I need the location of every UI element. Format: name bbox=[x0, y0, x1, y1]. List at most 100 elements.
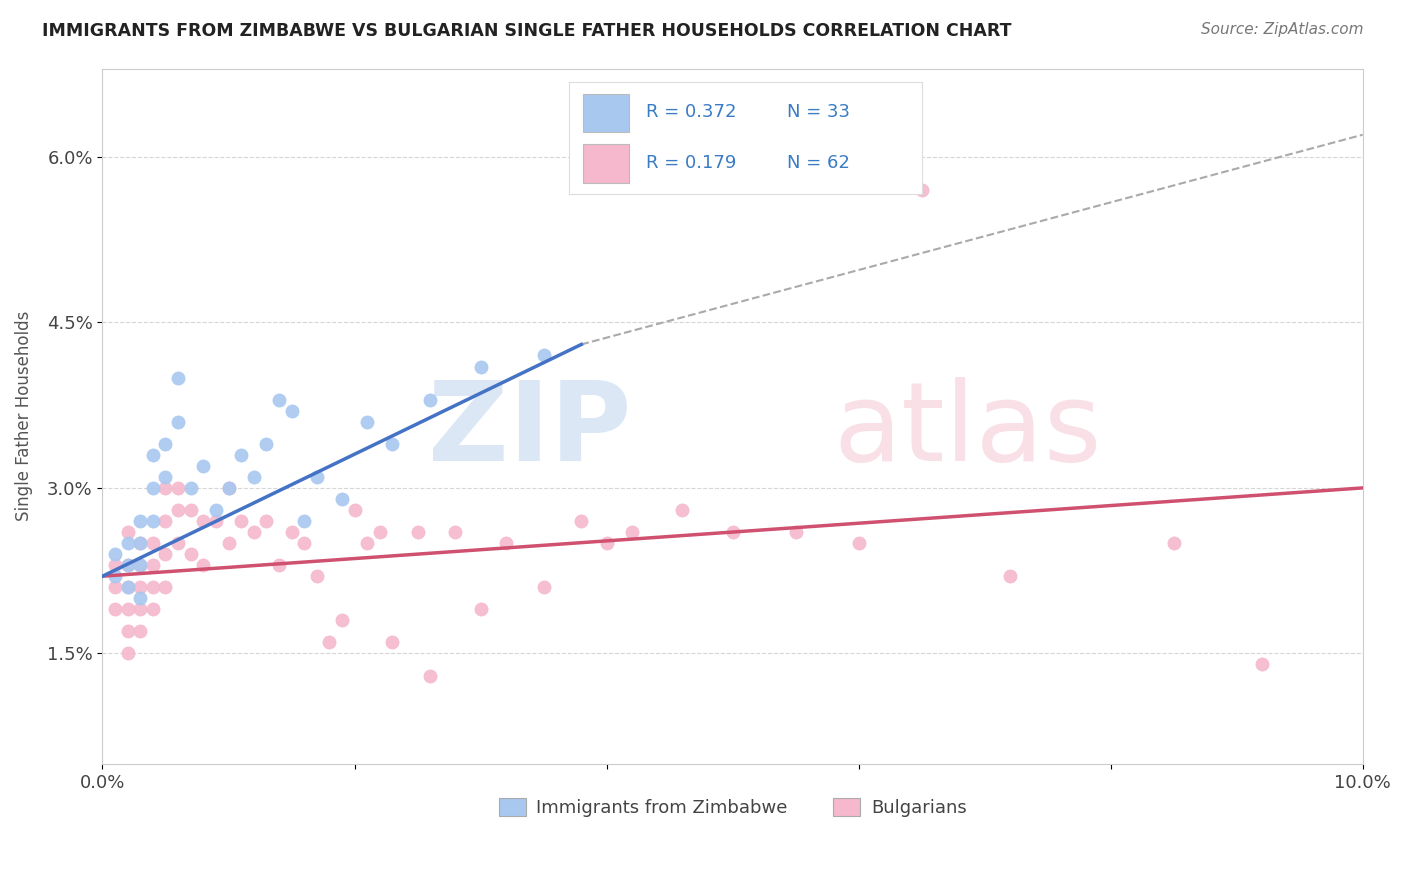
Point bbox=[155, 514, 177, 528]
Text: Source: ZipAtlas.com: Source: ZipAtlas.com bbox=[1201, 22, 1364, 37]
Point bbox=[193, 514, 215, 528]
Point bbox=[330, 491, 353, 506]
Point bbox=[155, 547, 177, 561]
Legend: Immigrants from Zimbabwe, Bulgarians: Immigrants from Zimbabwe, Bulgarians bbox=[491, 790, 974, 824]
Point bbox=[117, 580, 139, 594]
Point bbox=[142, 514, 165, 528]
Point bbox=[1250, 657, 1272, 672]
Y-axis label: Single Father Households: Single Father Households bbox=[15, 311, 32, 521]
Point bbox=[142, 536, 165, 550]
Point bbox=[280, 524, 302, 539]
Point bbox=[343, 503, 366, 517]
Point bbox=[117, 558, 139, 573]
Point bbox=[117, 647, 139, 661]
Point bbox=[129, 624, 152, 639]
Point bbox=[721, 524, 744, 539]
Point bbox=[470, 359, 492, 374]
Point bbox=[1163, 536, 1185, 550]
Point bbox=[167, 415, 190, 429]
Point bbox=[129, 536, 152, 550]
Text: ZIP: ZIP bbox=[429, 376, 631, 483]
Point bbox=[218, 536, 240, 550]
Point bbox=[292, 536, 315, 550]
Point bbox=[242, 524, 264, 539]
Point bbox=[167, 481, 190, 495]
Point bbox=[620, 524, 643, 539]
Point bbox=[910, 183, 932, 197]
Point bbox=[104, 569, 127, 583]
Point bbox=[155, 436, 177, 450]
Point bbox=[218, 481, 240, 495]
Point bbox=[406, 524, 429, 539]
Point bbox=[142, 602, 165, 616]
Point bbox=[318, 635, 340, 649]
Point bbox=[129, 514, 152, 528]
Point bbox=[104, 602, 127, 616]
Point bbox=[142, 580, 165, 594]
Point bbox=[167, 370, 190, 384]
Point bbox=[205, 503, 228, 517]
Point bbox=[180, 481, 202, 495]
Point bbox=[193, 458, 215, 473]
Point bbox=[229, 448, 252, 462]
Point bbox=[533, 349, 555, 363]
Point bbox=[129, 558, 152, 573]
Point bbox=[419, 392, 441, 407]
Point bbox=[419, 668, 441, 682]
Point bbox=[117, 558, 139, 573]
Point bbox=[155, 481, 177, 495]
Point bbox=[142, 448, 165, 462]
Point bbox=[167, 503, 190, 517]
Point bbox=[193, 558, 215, 573]
Point bbox=[218, 481, 240, 495]
Point bbox=[205, 514, 228, 528]
Point bbox=[129, 580, 152, 594]
Point bbox=[117, 624, 139, 639]
Point bbox=[595, 536, 617, 550]
Point bbox=[142, 481, 165, 495]
Point bbox=[254, 514, 277, 528]
Point bbox=[267, 558, 290, 573]
Point bbox=[356, 536, 378, 550]
Text: atlas: atlas bbox=[834, 376, 1102, 483]
Point bbox=[305, 470, 328, 484]
Point bbox=[254, 436, 277, 450]
Point bbox=[104, 580, 127, 594]
Point bbox=[533, 580, 555, 594]
Point bbox=[155, 470, 177, 484]
Point bbox=[292, 514, 315, 528]
Point bbox=[848, 536, 870, 550]
Point bbox=[569, 514, 592, 528]
Point bbox=[495, 536, 517, 550]
Point bbox=[998, 569, 1021, 583]
Text: IMMIGRANTS FROM ZIMBABWE VS BULGARIAN SINGLE FATHER HOUSEHOLDS CORRELATION CHART: IMMIGRANTS FROM ZIMBABWE VS BULGARIAN SI… bbox=[42, 22, 1012, 40]
Point bbox=[155, 580, 177, 594]
Point bbox=[242, 470, 264, 484]
Point bbox=[381, 436, 404, 450]
Point bbox=[381, 635, 404, 649]
Point bbox=[470, 602, 492, 616]
Point bbox=[117, 536, 139, 550]
Point bbox=[117, 602, 139, 616]
Point bbox=[117, 580, 139, 594]
Point bbox=[356, 415, 378, 429]
Point bbox=[785, 524, 807, 539]
Point bbox=[368, 524, 391, 539]
Point bbox=[129, 558, 152, 573]
Point bbox=[267, 392, 290, 407]
Point bbox=[180, 547, 202, 561]
Point bbox=[104, 547, 127, 561]
Point bbox=[444, 524, 467, 539]
Point bbox=[129, 591, 152, 606]
Point bbox=[104, 558, 127, 573]
Point bbox=[305, 569, 328, 583]
Point bbox=[280, 403, 302, 417]
Point bbox=[117, 524, 139, 539]
Point bbox=[330, 613, 353, 627]
Point bbox=[671, 503, 693, 517]
Point bbox=[129, 536, 152, 550]
Point bbox=[167, 536, 190, 550]
Point bbox=[142, 558, 165, 573]
Point bbox=[129, 602, 152, 616]
Point bbox=[180, 503, 202, 517]
